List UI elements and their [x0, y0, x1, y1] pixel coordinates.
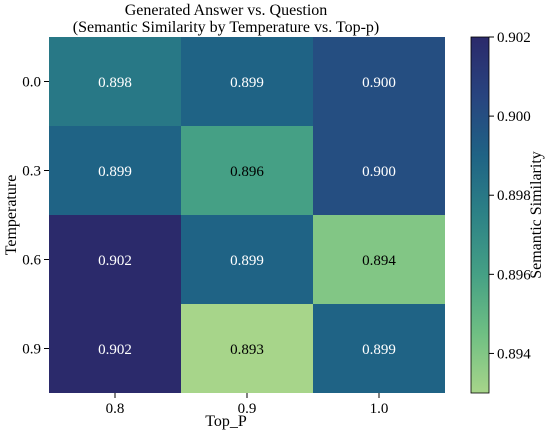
- cell-value-label: 0.898: [98, 75, 132, 91]
- y-axis-label: Temperature: [3, 175, 20, 256]
- y-tick-label: 0.6: [22, 253, 41, 269]
- colorbar-tick-label: 0.902: [497, 30, 531, 46]
- x-tick-label: 1.0: [370, 401, 389, 417]
- x-axis-label: Top_P: [205, 413, 247, 430]
- colorbar-tick-label: 0.900: [497, 109, 531, 125]
- cell-value-label: 0.896: [230, 164, 264, 180]
- cell-value-label: 0.894: [362, 253, 396, 269]
- heatmap-cell: [313, 304, 445, 393]
- cell-value-label: 0.899: [230, 75, 264, 91]
- y-axis: 0.0 0.3 0.6 0.9: [22, 75, 49, 358]
- chart-title: Generated Answer vs. Question: [125, 2, 328, 19]
- heatmap-cell: [49, 304, 181, 393]
- heatmap-cell: [49, 215, 181, 304]
- chart-subtitle: (Semantic Similarity by Temperature vs. …: [73, 19, 379, 36]
- heatmap-cell: [313, 37, 445, 126]
- heatmap-cell: [313, 126, 445, 215]
- cell-value-label: 0.893: [230, 342, 264, 358]
- colorbar-tick-label: 0.894: [497, 346, 531, 362]
- cell-value-label: 0.902: [98, 253, 132, 269]
- cell-value-label: 0.900: [362, 164, 396, 180]
- cell-value-label: 0.900: [362, 75, 396, 91]
- colorbar-tick-label: 0.896: [497, 267, 531, 283]
- x-tick-label: 0.9: [238, 401, 257, 417]
- cell-value-label: 0.902: [98, 342, 132, 358]
- heatmap-cell: [181, 126, 313, 215]
- heatmap-cell: [181, 215, 313, 304]
- heatmap-cell-labels: 0.898 0.899 0.900 0.899 0.896 0.900 0.902 0.899…: [98, 75, 396, 358]
- y-tick-label: 0.9: [22, 342, 41, 358]
- cell-value-label: 0.899: [362, 342, 396, 358]
- cell-value-label: 0.899: [230, 253, 264, 269]
- y-tick-label: 0.0: [22, 75, 41, 91]
- colorbar: [470, 36, 490, 394]
- colorbar-label: Semantic Similarity: [528, 151, 545, 279]
- cell-value-label: 0.899: [98, 164, 132, 180]
- heatmap-cell: [49, 126, 181, 215]
- colorbar-ticks: 0.894 0.896 0.898 0.900 0.902: [489, 30, 531, 362]
- heatmap-cell: [49, 37, 181, 126]
- x-axis: 0.8 0.9 1.0: [106, 393, 389, 417]
- y-tick-label: 0.3: [22, 164, 41, 180]
- x-tick-label: 0.8: [106, 401, 125, 417]
- heatmap-cell: [181, 304, 313, 393]
- heatmap-cells: [49, 37, 445, 393]
- colorbar-tick-label: 0.898: [497, 188, 531, 204]
- heatmap-cell: [181, 37, 313, 126]
- heatmap-cell: [313, 215, 445, 304]
